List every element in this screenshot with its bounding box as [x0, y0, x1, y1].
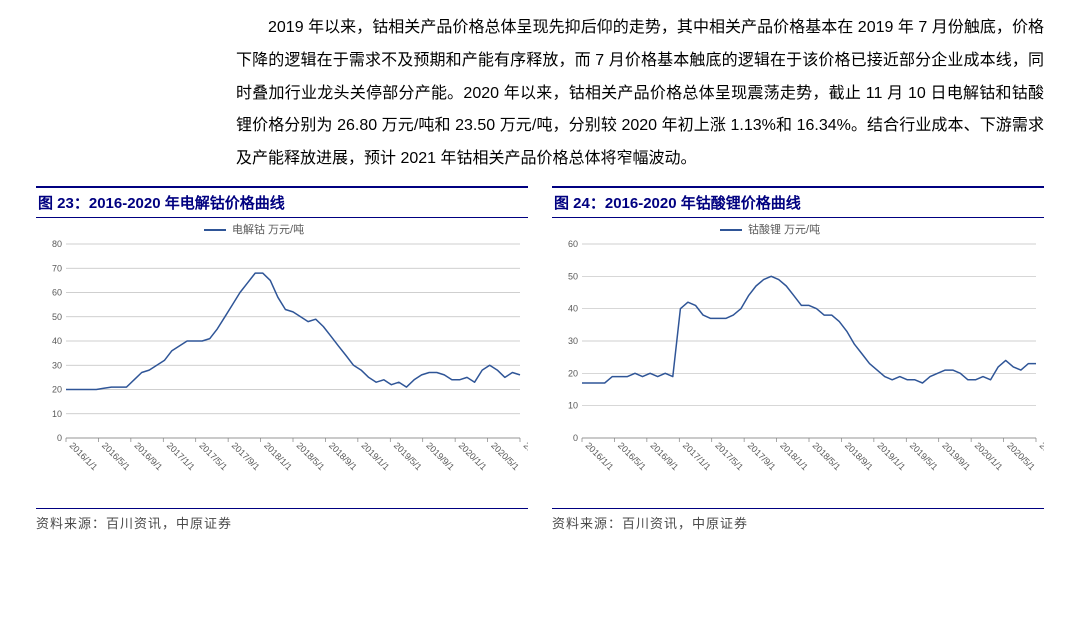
svg-text:2018/1/1: 2018/1/1: [778, 440, 810, 472]
svg-text:2017/5/1: 2017/5/1: [713, 440, 745, 472]
svg-text:10: 10: [568, 401, 578, 411]
svg-text:2018/9/1: 2018/9/1: [843, 440, 875, 472]
body-paragraph: 2019 年以来，钴相关产品价格总体呈现先抑后仰的走势，其中相关产品价格基本在 …: [236, 12, 1044, 176]
svg-text:2019/9/1: 2019/9/1: [940, 440, 972, 472]
svg-text:0: 0: [57, 433, 62, 443]
svg-text:0: 0: [573, 433, 578, 443]
svg-text:50: 50: [568, 271, 578, 281]
svg-text:60: 60: [568, 239, 578, 249]
chart-right-source: 资料来源：百川资讯，中原证券: [552, 508, 1044, 532]
chart-left-title: 图 23：2016-2020 年电解钴价格曲线: [36, 186, 528, 218]
svg-text:2017/1/1: 2017/1/1: [681, 440, 713, 472]
svg-text:50: 50: [52, 312, 62, 322]
svg-text:2018/9/1: 2018/9/1: [327, 440, 359, 472]
chart-left: 0 10 20 30 40 50 60 70 80 2016/1/12016/5/12016/9/…: [36, 218, 528, 508]
svg-text:2017/5/1: 2017/5/1: [197, 440, 229, 472]
svg-text:2016/5/1: 2016/5/1: [616, 440, 648, 472]
svg-text:2020/1/1: 2020/1/1: [457, 440, 489, 472]
svg-text:2019/9/1: 2019/9/1: [424, 440, 456, 472]
svg-text:2020/1/1: 2020/1/1: [973, 440, 1005, 472]
svg-text:2019/5/1: 2019/5/1: [392, 440, 424, 472]
svg-text:2017/9/1: 2017/9/1: [230, 440, 262, 472]
svg-text:2016/9/1: 2016/9/1: [132, 440, 164, 472]
svg-text:2020/9/1: 2020/9/1: [1038, 440, 1044, 472]
charts-row: 图 23：2016-2020 年电解钴价格曲线 0 10 20 30 40 50 60 70 8…: [36, 186, 1044, 532]
chart-left-source: 资料来源：百川资讯，中原证券: [36, 508, 528, 532]
svg-text:70: 70: [52, 263, 62, 273]
svg-text:30: 30: [568, 336, 578, 346]
svg-text:2016/1/1: 2016/1/1: [68, 440, 100, 472]
svg-text:20: 20: [52, 384, 62, 394]
chart-left-col: 图 23：2016-2020 年电解钴价格曲线 0 10 20 30 40 50 60 70 8…: [36, 186, 528, 532]
svg-text:2020/9/1: 2020/9/1: [522, 440, 528, 472]
chart-right: 01020304050602016/1/12016/5/12016/9/1201…: [552, 218, 1044, 508]
svg-text:20: 20: [568, 368, 578, 378]
svg-text:2017/9/1: 2017/9/1: [746, 440, 778, 472]
svg-text:60: 60: [52, 287, 62, 297]
svg-text:电解钴 万元/吨: 电解钴 万元/吨: [232, 222, 304, 236]
svg-text:40: 40: [568, 304, 578, 314]
svg-text:2017/1/1: 2017/1/1: [165, 440, 197, 472]
svg-text:80: 80: [52, 239, 62, 249]
svg-text:2019/1/1: 2019/1/1: [875, 440, 907, 472]
svg-text:2016/5/1: 2016/5/1: [100, 440, 132, 472]
svg-text:钴酸锂 万元/吨: 钴酸锂 万元/吨: [748, 222, 820, 236]
svg-text:2016/9/1: 2016/9/1: [648, 440, 680, 472]
svg-text:2018/5/1: 2018/5/1: [811, 440, 843, 472]
svg-text:2018/5/1: 2018/5/1: [295, 440, 327, 472]
chart-right-col: 图 24：2016-2020 年钴酸锂价格曲线 0 10 20 30 40 50 60 201…: [552, 186, 1044, 532]
svg-text:2016/1/1: 2016/1/1: [584, 440, 616, 472]
svg-text:30: 30: [52, 360, 62, 370]
svg-text:2019/5/1: 2019/5/1: [908, 440, 940, 472]
svg-text:2019/1/1: 2019/1/1: [359, 440, 391, 472]
svg-text:40: 40: [52, 336, 62, 346]
chart-right-title: 图 24：2016-2020 年钴酸锂价格曲线: [552, 186, 1044, 218]
svg-text:2018/1/1: 2018/1/1: [262, 440, 294, 472]
svg-text:2020/5/1: 2020/5/1: [1005, 440, 1037, 472]
svg-text:10: 10: [52, 409, 62, 419]
svg-text:2020/5/1: 2020/5/1: [489, 440, 521, 472]
